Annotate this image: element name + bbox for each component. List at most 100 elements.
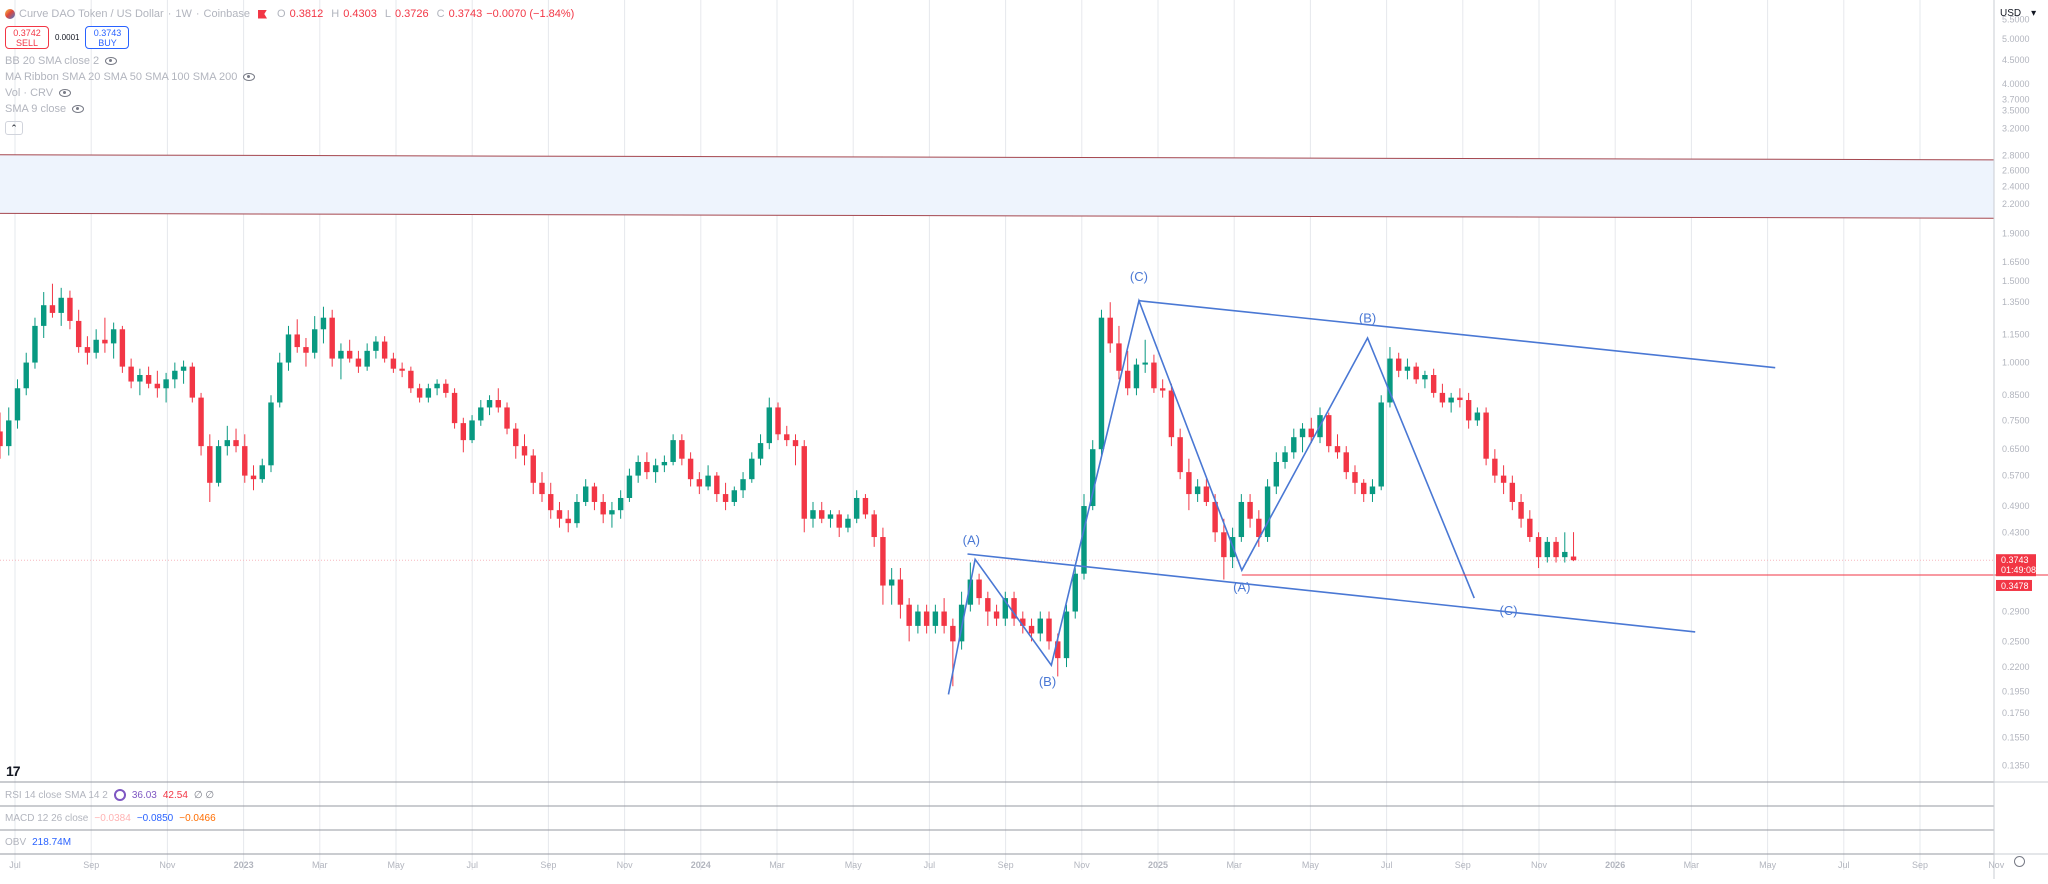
candle-body [1238,501,1245,538]
candle-body [198,397,204,447]
candle-body [1448,397,1454,403]
y-tick-label: 2.4000 [2002,181,2030,191]
eye-icon[interactable] [72,105,85,113]
candle-body [1177,437,1183,473]
candle-body [1142,362,1148,365]
x-tick-label: May [387,860,405,870]
macd-signal-value: −0.0466 [179,813,216,824]
candle-body [696,479,703,487]
indicator-logo-icon [113,789,126,801]
sell-button[interactable]: 0.3742 SELL [5,26,49,49]
buy-button[interactable]: 0.3743 BUY [85,26,130,49]
candle-body [145,375,152,384]
countdown-value: 01:49:08 [2001,565,2036,575]
indicator-label: SMA 9 close [5,103,67,115]
eye-icon[interactable] [243,73,256,81]
y-tick-label: 0.1950 [2002,686,2030,696]
candle-body [1063,611,1070,659]
x-tick-label: Jul [1381,860,1393,870]
candle-body [329,317,335,359]
candle-body [819,510,825,519]
candle-body [390,358,397,369]
candle-body [207,446,213,483]
x-tick-label: 2024 [691,860,711,870]
sell-label: SELL [15,37,39,48]
candle-body [880,537,886,586]
collapse-legend-button[interactable]: ⌃ [5,121,23,135]
obv-legend: OBV 218.74M [5,837,71,848]
candle-body [1500,475,1507,483]
candle-body [1527,518,1533,538]
candle-body [1020,618,1026,626]
indicator-sma[interactable]: SMA 9 close [5,101,574,117]
eye-icon[interactable] [59,89,72,97]
candle-body [1133,364,1140,389]
indicator-ma-ribbon[interactable]: MA Ribbon SMA 20 SMA 50 SMA 100 SMA 200 [5,69,574,85]
candle-body [923,611,930,626]
open-value: 0.3812 [289,8,324,20]
y-tick-label: 0.8500 [2002,390,2030,400]
candle-body [93,339,99,353]
currency-selector[interactable]: USD ▾ [1996,4,2040,22]
indicator-bb[interactable]: BB 20 SMA close 2 [5,53,574,69]
candle-body [853,497,860,519]
trade-row: 0.3742 SELL 0.0001 0.3743 BUY [5,26,574,49]
resistance-zone-upper [0,154,1995,161]
resistance-zone-lower [0,212,1995,219]
x-tick-label: May [1759,860,1777,870]
candle-body [888,579,895,586]
x-tick-label: 2026 [1605,860,1625,870]
candle-body [1387,358,1393,403]
candle-body [478,407,484,421]
candle-body [233,440,239,447]
x-tick-label: Jul [9,860,21,870]
candle-body [1422,375,1428,380]
candle-body [6,420,12,447]
candle-body [320,317,327,330]
candle-body [1028,625,1035,634]
candle-body [1299,428,1306,438]
candle-body [0,431,3,447]
x-tick-label: Sep [83,860,99,870]
tradingview-logo[interactable]: 17 [6,763,21,779]
interval-label[interactable]: 1W [175,8,192,20]
flag-icon[interactable] [258,9,268,19]
symbol-title[interactable]: Curve DAO Token / US Dollar [19,8,164,20]
candle-body [1124,370,1131,389]
close-label: C [436,8,445,20]
currency-label: USD [2000,7,2022,19]
y-tick-label: 1.9000 [2002,228,2030,238]
candle-body [1221,532,1227,558]
y-tick-label: 1.3500 [2002,297,2030,307]
gear-icon[interactable] [2014,856,2025,867]
x-tick-label: Mar [312,860,328,870]
candle-body [346,350,353,359]
candle-body [967,579,974,605]
candle-body [513,428,519,447]
candle-body [932,611,939,626]
indicator-label: MA Ribbon SMA 20 SMA 50 SMA 100 SMA 200 [5,71,238,83]
eye-icon[interactable] [105,57,118,65]
candle-body [1282,452,1288,462]
y-tick-label: 0.1550 [2002,733,2030,743]
x-tick-label: Sep [1912,860,1928,870]
candle-body [548,494,554,511]
indicator-volume[interactable]: Vol · CRV [5,85,574,101]
x-tick-label: Mar [1226,860,1242,870]
indicator-label: BB 20 SMA close 2 [5,55,100,67]
candle-body [460,423,467,441]
candle-body [486,400,493,408]
x-tick-label: Mar [769,860,785,870]
candle-body [259,465,265,480]
candle-body [1168,390,1175,438]
candle-body [1116,343,1122,371]
y-tick-label: 0.2200 [2002,662,2030,672]
y-tick-label: 0.1350 [2002,760,2030,770]
sell-price: 0.3742 [13,27,41,38]
candle-body [434,383,440,389]
x-tick-label: Jul [924,860,936,870]
separator-dot: · [195,8,200,20]
open-label: O [277,8,286,20]
